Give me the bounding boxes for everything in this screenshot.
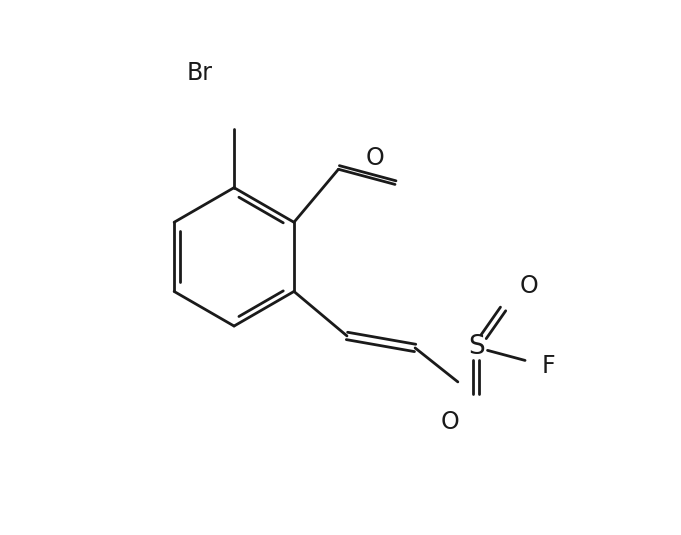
Text: Br: Br: [187, 61, 212, 85]
Text: S: S: [468, 334, 485, 361]
Text: O: O: [366, 147, 385, 170]
Text: O: O: [520, 274, 539, 298]
Text: F: F: [541, 354, 555, 378]
Text: O: O: [440, 410, 459, 434]
